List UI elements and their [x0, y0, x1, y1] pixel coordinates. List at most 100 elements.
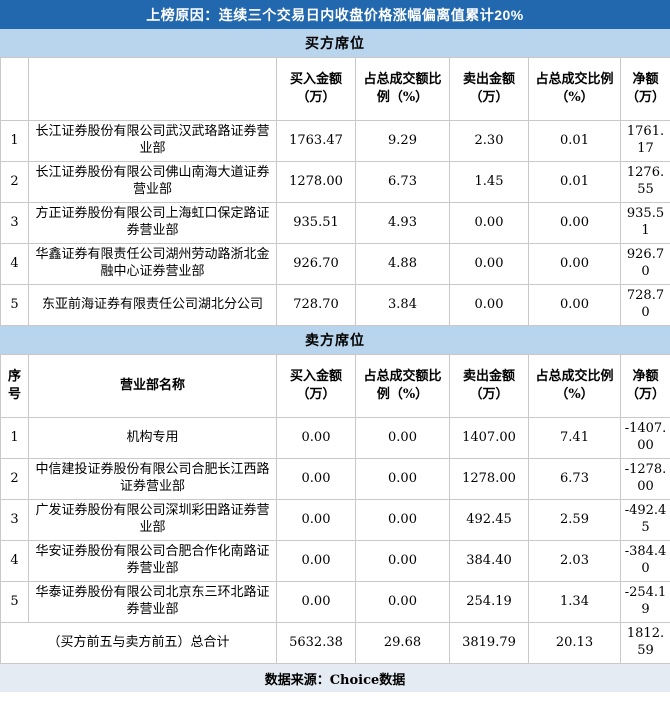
sell-amount-cell: 1278.00	[449, 458, 529, 500]
rank-cell: 3	[0, 499, 29, 541]
total-buy-pct-cell: 29.68	[355, 622, 450, 664]
rank-cell: 1	[0, 120, 29, 162]
table-row: 5 华泰证券股份有限公司北京东三环北路证券营业部 0.00 0.00 254.1…	[0, 581, 670, 623]
table-row: 1 机构专用 0.00 0.00 1407.00 7.41 -1407.00	[0, 417, 670, 459]
buy-pct-cell: 0.00	[355, 417, 450, 459]
table-row: 2 长江证券股份有限公司佛山南海大道证券营业部 1278.00 6.73 1.4…	[0, 161, 670, 203]
buyer-table: 买入金额（万） 占总成交额比例（%） 卖出金额（万） 占总成交比例（%） 净额（…	[0, 57, 670, 326]
buy-amount-cell: 926.70	[276, 243, 356, 285]
sell-pct-cell: 2.59	[528, 499, 621, 541]
total-label-cell: （买方前五与卖方前五）总合计	[0, 622, 277, 664]
seat-name-cell: 东亚前海证券有限责任公司湖北分公司	[28, 284, 277, 326]
buy-pct-cell: 9.29	[355, 120, 450, 162]
net-amount-cell: -492.45	[620, 499, 670, 541]
buy-pct-header: 占总成交额比例（%）	[355, 57, 450, 121]
rank-cell: 4	[0, 540, 29, 582]
buy-amount-cell: 0.00	[276, 499, 356, 541]
net-amount-cell: 728.70	[620, 284, 670, 326]
seat-name-header: 营业部名称	[28, 354, 277, 418]
sell-pct-cell: 1.34	[528, 581, 621, 623]
net-amount-cell: 1276.55	[620, 161, 670, 203]
seat-name-cell: 长江证券股份有限公司佛山南海大道证券营业部	[28, 161, 277, 203]
sell-pct-header: 占总成交比例（%）	[528, 57, 621, 121]
sell-amount-cell: 254.19	[449, 581, 529, 623]
grand-total-row: （买方前五与卖方前五）总合计 5632.38 29.68 3819.79 20.…	[0, 622, 670, 664]
sell-amount-cell: 0.00	[449, 202, 529, 244]
sell-pct-cell: 6.73	[528, 458, 621, 500]
seat-name-cell: 广发证券股份有限公司深圳彩田路证券营业部	[28, 499, 277, 541]
buy-amount-header: 买入金额（万）	[276, 354, 356, 418]
net-amount-header: 净额（万）	[620, 354, 670, 418]
buyer-section-header: 买方席位	[0, 29, 670, 57]
table-row: 5 东亚前海证券有限责任公司湖北分公司 728.70 3.84 0.00 0.0…	[0, 284, 670, 326]
table-row: 4 华安证券股份有限公司合肥合作化南路证券营业部 0.00 0.00 384.4…	[0, 540, 670, 582]
rank-cell: 3	[0, 202, 29, 244]
buy-pct-cell: 0.00	[355, 581, 450, 623]
seller-section-header: 卖方席位	[0, 326, 670, 354]
sell-amount-cell: 384.40	[449, 540, 529, 582]
sell-pct-header: 占总成交比例（%）	[528, 354, 621, 418]
seller-header-row: 序号 营业部名称 买入金额（万） 占总成交额比例（%） 卖出金额（万） 占总成交…	[0, 354, 670, 418]
buy-amount-cell: 1763.47	[276, 120, 356, 162]
seat-name-cell: 华泰证券股份有限公司北京东三环北路证券营业部	[28, 581, 277, 623]
seat-name-cell: 长江证券股份有限公司武汉武珞路证券营业部	[28, 120, 277, 162]
buy-amount-cell: 0.00	[276, 581, 356, 623]
sell-amount-cell: 2.30	[449, 120, 529, 162]
seat-name-cell: 华安证券股份有限公司合肥合作化南路证券营业部	[28, 540, 277, 582]
rank-cell: 2	[0, 458, 29, 500]
table-row: 1 长江证券股份有限公司武汉武珞路证券营业部 1763.47 9.29 2.30…	[0, 120, 670, 162]
total-net-amount-cell: 1812.59	[620, 622, 670, 664]
buy-amount-cell: 1278.00	[276, 161, 356, 203]
sell-amount-cell: 1407.00	[449, 417, 529, 459]
seat-name-cell: 华鑫证券有限责任公司湖州劳动路浙北金融中心证券营业部	[28, 243, 277, 285]
net-amount-cell: -1278.00	[620, 458, 670, 500]
buy-pct-header: 占总成交额比例（%）	[355, 354, 450, 418]
sell-amount-cell: 1.45	[449, 161, 529, 203]
total-sell-amount-cell: 3819.79	[449, 622, 529, 664]
seat-name-cell: 机构专用	[28, 417, 277, 459]
total-sell-pct-cell: 20.13	[528, 622, 621, 664]
net-amount-header: 净额（万）	[620, 57, 670, 121]
buy-amount-cell: 728.70	[276, 284, 356, 326]
data-source-bar: 数据来源：Choice数据	[0, 664, 670, 692]
buy-pct-cell: 4.93	[355, 202, 450, 244]
net-amount-cell: -1407.00	[620, 417, 670, 459]
sell-pct-cell: 2.03	[528, 540, 621, 582]
seat-name-cell: 中信建投证券股份有限公司合肥长江西路证券营业部	[28, 458, 277, 500]
net-amount-cell: 926.70	[620, 243, 670, 285]
rank-cell: 1	[0, 417, 29, 459]
sell-pct-cell: 0.01	[528, 120, 621, 162]
net-amount-cell: 935.51	[620, 202, 670, 244]
buy-amount-cell: 0.00	[276, 417, 356, 459]
buy-pct-cell: 3.84	[355, 284, 450, 326]
sell-pct-cell: 0.00	[528, 284, 621, 326]
seat-name-header	[28, 57, 277, 121]
buy-amount-cell: 0.00	[276, 458, 356, 500]
sell-pct-cell: 7.41	[528, 417, 621, 459]
buy-amount-cell: 935.51	[276, 202, 356, 244]
seller-table: 序号 营业部名称 买入金额（万） 占总成交额比例（%） 卖出金额（万） 占总成交…	[0, 354, 670, 664]
buyer-header-row: 买入金额（万） 占总成交额比例（%） 卖出金额（万） 占总成交比例（%） 净额（…	[0, 57, 670, 121]
total-buy-amount-cell: 5632.38	[276, 622, 356, 664]
sell-pct-cell: 0.00	[528, 202, 621, 244]
table-row: 3 方正证券股份有限公司上海虹口保定路证券营业部 935.51 4.93 0.0…	[0, 202, 670, 244]
sell-amount-cell: 0.00	[449, 284, 529, 326]
buy-pct-cell: 0.00	[355, 499, 450, 541]
buy-amount-header: 买入金额（万）	[276, 57, 356, 121]
net-amount-cell: -254.19	[620, 581, 670, 623]
rank-header	[0, 57, 29, 121]
rank-cell: 5	[0, 284, 29, 326]
table-row: 2 中信建投证券股份有限公司合肥长江西路证券营业部 0.00 0.00 1278…	[0, 458, 670, 500]
buy-pct-cell: 0.00	[355, 458, 450, 500]
net-amount-cell: -384.40	[620, 540, 670, 582]
sell-pct-cell: 0.01	[528, 161, 621, 203]
reason-banner: 上榜原因：连续三个交易日内收盘价格涨幅偏离值累计20%	[0, 0, 670, 29]
net-amount-cell: 1761.17	[620, 120, 670, 162]
rank-header: 序号	[0, 354, 29, 418]
sell-amount-cell: 492.45	[449, 499, 529, 541]
sell-pct-cell: 0.00	[528, 243, 621, 285]
rank-cell: 2	[0, 161, 29, 203]
buy-pct-cell: 0.00	[355, 540, 450, 582]
table-row: 3 广发证券股份有限公司深圳彩田路证券营业部 0.00 0.00 492.45 …	[0, 499, 670, 541]
